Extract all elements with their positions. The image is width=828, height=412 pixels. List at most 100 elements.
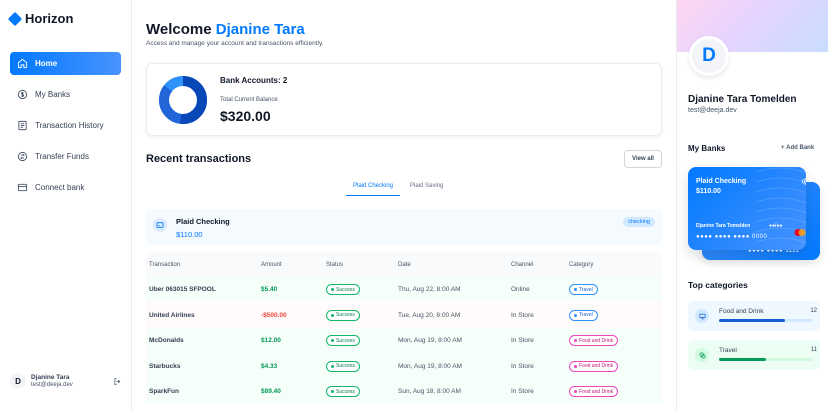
recent-transactions-title: Recent transactions <box>146 153 252 165</box>
receipt-icon <box>18 120 27 131</box>
transaction-date: Tue, Aug 20, 8:00 AM <box>395 302 508 329</box>
welcome-greeting: Welcome <box>146 21 212 38</box>
column-header: Category <box>566 252 662 277</box>
sidebar-item-label: Transfer Funds <box>35 152 89 161</box>
transaction-name: SparkFun <box>146 379 258 405</box>
transaction-category: Food and Drink <box>566 379 662 405</box>
transaction-amount: -$500.00 <box>258 302 323 329</box>
transaction-status: Success <box>323 328 395 354</box>
my-banks-title: My Banks <box>688 144 726 153</box>
card-bank-name: Plaid Checking <box>696 178 747 185</box>
column-header: Status <box>323 252 395 277</box>
table-row[interactable]: Uber 063015 SFPOOL $5.40 Success Thu, Aug 2… <box>146 277 662 303</box>
transaction-channel: In Store <box>508 379 566 405</box>
profile-name: Djanine Tara Tomelden <box>688 94 797 105</box>
bank-card-primary[interactable]: Plaid Checking $110.00 Djanine Tara Tome… <box>688 167 806 250</box>
category-progress <box>719 358 813 361</box>
table-row[interactable]: McDonalds $12.00 Success Mon, Aug 19, 8:00 … <box>146 328 662 354</box>
add-bank-label: Add Bank <box>786 145 815 151</box>
table-row[interactable]: United Airlines -$500.00 Success Tue, Aug 2… <box>146 302 662 329</box>
monitor-icon <box>695 309 709 323</box>
transaction-channel: In Store <box>508 302 566 329</box>
tab-plaid-checking[interactable]: Plaid Checking <box>346 180 401 196</box>
transaction-amount: $89.40 <box>258 379 323 405</box>
column-header: Date <box>395 252 508 277</box>
category-travel: Travel 11 <box>688 340 820 370</box>
contactless-icon <box>801 177 806 186</box>
plus-icon: + <box>781 145 787 151</box>
transaction-name: Uber 063015 SFPOOL <box>146 277 258 303</box>
logout-icon[interactable] <box>113 377 122 386</box>
transaction-date: Mon, Aug 19, 8:00 AM <box>395 353 508 380</box>
sidebar-item-my-banks[interactable]: My Banks <box>10 83 121 106</box>
balance-donut-chart <box>159 76 207 124</box>
sidebar-item-label: Home <box>35 59 58 68</box>
avatar[interactable]: D <box>10 373 26 389</box>
page-title: Welcome Djanine Tara <box>146 21 305 38</box>
main-content: Welcome Djanine Tara Access and manage y… <box>132 0 676 412</box>
sidebar-item-transfer-funds[interactable]: Transfer Funds <box>10 145 121 168</box>
transaction-status: Success <box>323 379 395 405</box>
sidebar-nav: Home My Banks Transaction History Transf… <box>10 52 121 207</box>
sidebar-item-label: Connect bank <box>35 183 85 192</box>
column-header: Amount <box>258 252 323 277</box>
sidebar-item-transaction-history[interactable]: Transaction History <box>10 114 121 137</box>
account-type-badge: checking <box>623 217 655 227</box>
transaction-name: United Airlines <box>146 302 258 329</box>
sidebar-item-connect-bank[interactable]: Connect bank <box>10 176 121 199</box>
transfer-icon <box>17 151 28 162</box>
account-name: Plaid Checking <box>176 217 230 226</box>
category-count: 12 <box>810 308 817 314</box>
transaction-amount: $5.40 <box>258 277 323 303</box>
user-name: Djanine Tara <box>31 374 70 381</box>
status-badge: Success <box>326 360 360 372</box>
card-balance: $110.00 <box>696 188 721 195</box>
account-summary: Plaid Checking $110.00 checking <box>146 209 662 245</box>
app-logo[interactable]: Horizon <box>7 11 74 26</box>
profile-avatar[interactable]: D <box>689 36 729 76</box>
sidebar-item-label: Transaction History <box>35 121 104 130</box>
column-header: Transaction <box>146 252 258 277</box>
transaction-amount: $12.00 <box>258 328 323 354</box>
category-name: Travel <box>719 347 737 354</box>
category-progress <box>719 319 813 322</box>
transaction-amount: $4.33 <box>258 353 323 380</box>
sidebar-item-home[interactable]: Home <box>10 52 121 75</box>
user-email: test@deeja.dev <box>31 382 73 388</box>
transactions-body: Uber 063015 SFPOOL $5.40 Success Thu, Aug 2… <box>146 277 662 405</box>
dollar-circle-icon <box>17 89 28 100</box>
table-row[interactable]: Starbucks $4.33 Success Mon, Aug 19, 8:00 A… <box>146 353 662 380</box>
total-balance-value: $320.00 <box>220 108 271 124</box>
category-badge: Travel <box>569 309 598 321</box>
tab-plaid-saving[interactable]: Plaid Saving <box>410 183 444 189</box>
card-number: ●●●● ●●●● ●●●● 0000 <box>696 234 768 240</box>
transaction-category: Travel <box>566 302 662 329</box>
home-icon <box>17 58 28 69</box>
category-badge: Food and Drink <box>569 386 619 398</box>
transaction-channel: In Store <box>508 328 566 354</box>
transaction-category: Food and Drink <box>566 328 662 354</box>
transaction-channel: In Store <box>508 353 566 380</box>
category-badge: Food and Drink <box>569 335 619 347</box>
add-bank-button[interactable]: + Add Bank <box>781 145 814 151</box>
transaction-category: Travel <box>566 277 662 303</box>
status-badge: Success <box>326 386 360 398</box>
coins-icon <box>695 348 709 362</box>
card-pattern-icon <box>756 167 806 244</box>
category-badge: Food and Drink <box>569 360 619 372</box>
category-badge: Travel <box>569 284 598 295</box>
mastercard-icon <box>794 229 806 236</box>
view-all-button[interactable]: View all <box>624 150 662 168</box>
transaction-name: McDonalds <box>146 328 258 354</box>
category-name: Food and Drink <box>719 308 764 315</box>
category-food-and-drink: Food and Drink 12 <box>688 301 820 331</box>
category-progress-fill <box>719 319 785 322</box>
table-row[interactable]: SparkFun $89.40 Success Sun, Aug 18, 8:00 A… <box>146 379 662 405</box>
transactions-table: Transaction Amount Status Date Channel C… <box>146 252 662 405</box>
transaction-category: Food and Drink <box>566 353 662 380</box>
status-badge: Success <box>326 335 360 347</box>
app-name: Horizon <box>25 11 74 26</box>
status-badge: Success <box>326 284 360 295</box>
secondary-card-number: ●●●● ●●●● 1111 <box>748 248 800 254</box>
status-badge: Success <box>326 309 360 321</box>
